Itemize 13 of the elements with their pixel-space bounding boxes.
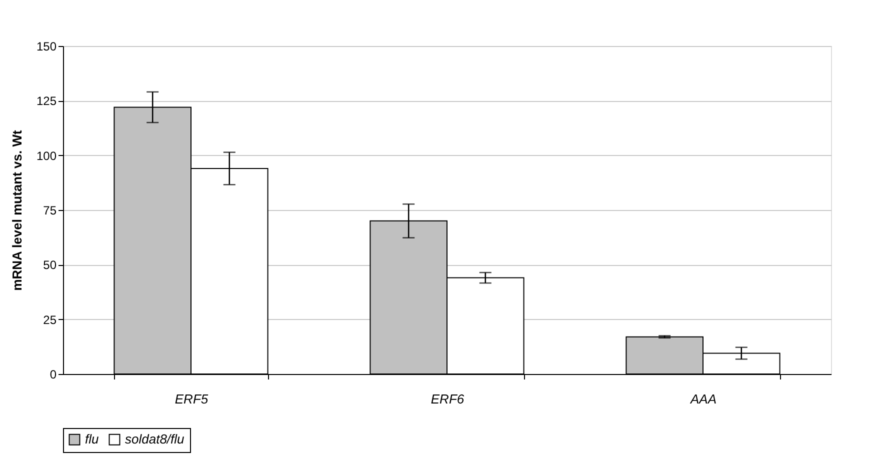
- x-tick-label: AAA: [689, 392, 717, 406]
- y-tick-label: 25: [43, 312, 57, 327]
- y-tick-label: 75: [43, 204, 57, 218]
- y-tick-label: 150: [36, 40, 57, 54]
- legend-label: soldat8/flu: [125, 432, 184, 447]
- y-tick-label: 100: [36, 148, 57, 163]
- legend-label: flu: [85, 432, 99, 447]
- y-tick-label: 0: [50, 368, 57, 382]
- x-tick-label: ERF5: [174, 392, 209, 406]
- x-tick-label: ERF6: [430, 392, 465, 406]
- y-tick-label: 125: [36, 94, 57, 108]
- y-axis-title: mRNA level mutant vs. Wt: [9, 130, 24, 291]
- y-tick-label: 50: [43, 258, 57, 272]
